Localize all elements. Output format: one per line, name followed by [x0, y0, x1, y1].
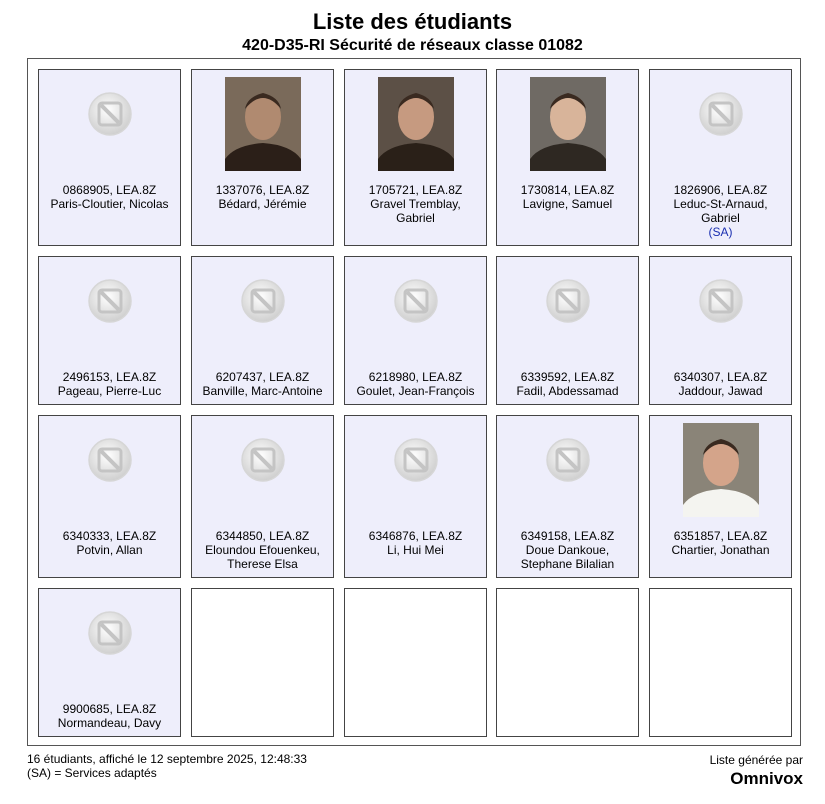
student-card: 6218980, LEA.8Z Goulet, Jean-François: [344, 256, 487, 405]
sa-legend: (SA) = Services adaptés: [27, 766, 157, 780]
student-card: 6339592, LEA.8Z Fadil, Abdessamad: [496, 256, 639, 405]
student-name: Jaddour, Jawad: [678, 384, 763, 398]
student-info: 6218980, LEA.8Z Goulet, Jean-François: [345, 370, 486, 398]
student-grid: 0868905, LEA.8Z Paris-Cloutier, Nicolas 13…: [27, 58, 801, 746]
student-info: 6349158, LEA.8Z Doue Dankoue, Stephane Bil…: [497, 529, 638, 571]
student-card: 9900685, LEA.8Z Normandeau, Davy: [38, 588, 181, 737]
student-name: Eloundou Efouenkeu,: [205, 543, 320, 557]
student-card: 6344850, LEA.8Z Eloundou Efouenkeu, Theres…: [191, 415, 334, 578]
student-id: 0868905, LEA.8Z: [62, 183, 157, 197]
no-photo-icon: [698, 91, 744, 137]
no-photo-icon: [240, 278, 286, 324]
student-card: 2496153, LEA.8Z Pageau, Pierre-Luc: [38, 256, 181, 405]
student-info: 1730814, LEA.8Z Lavigne, Samuel: [497, 183, 638, 211]
student-name: Potvin, Allan: [76, 543, 143, 557]
student-info: 6339592, LEA.8Z Fadil, Abdessamad: [497, 370, 638, 398]
student-info: 6346876, LEA.8Z Li, Hui Mei: [345, 529, 486, 557]
student-id: 6346876, LEA.8Z: [368, 529, 463, 543]
page-title: Liste des étudiants: [312, 9, 513, 34]
no-photo-icon: [545, 437, 591, 483]
student-name-cont: Stephane Bilalian: [520, 557, 615, 571]
student-photo: [683, 423, 759, 517]
student-info: 0868905, LEA.8Z Paris-Cloutier, Nicolas: [39, 183, 180, 211]
student-card: 1705721, LEA.8Z Gravel Tremblay, Gabriel: [344, 69, 487, 246]
student-name: Lavigne, Samuel: [522, 197, 613, 211]
student-id: 6349158, LEA.8Z: [520, 529, 615, 543]
student-id: 1730814, LEA.8Z: [520, 183, 615, 197]
student-count-text: 16 étudiants, affiché le 12 septembre 20…: [27, 752, 307, 766]
empty-card: [191, 588, 334, 737]
student-id: 6351857, LEA.8Z: [673, 529, 768, 543]
student-card: 6346876, LEA.8Z Li, Hui Mei: [344, 415, 487, 578]
student-card: 6349158, LEA.8Z Doue Dankoue, Stephane Bil…: [496, 415, 639, 578]
student-name-cont: Gabriel: [396, 211, 435, 225]
student-info: 6351857, LEA.8Z Chartier, Jonathan: [650, 529, 791, 557]
student-info: 1337076, LEA.8Z Bédard, Jérémie: [192, 183, 333, 211]
empty-card: [496, 588, 639, 737]
student-name: Banville, Marc-Antoine: [202, 384, 323, 398]
omnivox-brand: Omnivox: [730, 769, 803, 788]
student-name: Paris-Cloutier, Nicolas: [50, 197, 169, 211]
student-name: Leduc-St-Arnaud,: [673, 197, 768, 211]
student-id: 1826906, LEA.8Z: [673, 183, 768, 197]
student-id: 1337076, LEA.8Z: [215, 183, 310, 197]
no-photo-icon: [87, 91, 133, 137]
no-photo-icon: [87, 610, 133, 656]
student-id: 6207437, LEA.8Z: [215, 370, 310, 384]
student-info: 6340333, LEA.8Z Potvin, Allan: [39, 529, 180, 557]
student-name: Gravel Tremblay,: [370, 197, 461, 211]
student-name: Li, Hui Mei: [387, 543, 444, 557]
student-name: Bédard, Jérémie: [218, 197, 307, 211]
student-photo: [530, 77, 606, 171]
student-card: 1730814, LEA.8Z Lavigne, Samuel: [496, 69, 639, 246]
student-id: 6218980, LEA.8Z: [368, 370, 463, 384]
student-info: 2496153, LEA.8Z Pageau, Pierre-Luc: [39, 370, 180, 398]
student-id: 2496153, LEA.8Z: [62, 370, 157, 384]
student-id: 9900685, LEA.8Z: [62, 702, 157, 716]
generated-by-label: Liste générée par: [709, 753, 803, 767]
empty-card: [344, 588, 487, 737]
student-id: 6339592, LEA.8Z: [520, 370, 615, 384]
no-photo-icon: [698, 278, 744, 324]
no-photo-icon: [545, 278, 591, 324]
no-photo-icon: [240, 437, 286, 483]
student-card: 6340307, LEA.8Z Jaddour, Jawad: [649, 256, 792, 405]
footer-info: 16 étudiants, affiché le 12 septembre 20…: [27, 752, 307, 780]
student-id: 6340307, LEA.8Z: [673, 370, 768, 384]
course-subtitle: 420-D35-RI Sécurité de réseaux classe 01…: [242, 37, 583, 54]
student-name: Chartier, Jonathan: [671, 543, 770, 557]
student-id: 1705721, LEA.8Z: [368, 183, 463, 197]
student-card: 1337076, LEA.8Z Bédard, Jérémie: [191, 69, 334, 246]
empty-card: [649, 588, 792, 737]
student-photo: [378, 77, 454, 171]
sa-badge: (SA): [708, 225, 733, 239]
footer-credit: Liste générée par Omnivox: [710, 753, 803, 790]
student-name-cont: Therese Elsa: [227, 557, 298, 571]
student-info: 6207437, LEA.8Z Banville, Marc-Antoine: [192, 370, 333, 398]
student-id: 6344850, LEA.8Z: [215, 529, 310, 543]
no-photo-icon: [393, 437, 439, 483]
student-info: 6344850, LEA.8Z Eloundou Efouenkeu, Theres…: [192, 529, 333, 571]
student-info: 9900685, LEA.8Z Normandeau, Davy: [39, 702, 180, 730]
student-card: 6351857, LEA.8Z Chartier, Jonathan: [649, 415, 792, 578]
no-photo-icon: [87, 437, 133, 483]
student-id: 6340333, LEA.8Z: [62, 529, 157, 543]
student-card: 0868905, LEA.8Z Paris-Cloutier, Nicolas: [38, 69, 181, 246]
student-info: 1826906, LEA.8Z Leduc-St-Arnaud, Gabriel (S…: [650, 183, 791, 239]
student-card: 6207437, LEA.8Z Banville, Marc-Antoine: [191, 256, 334, 405]
student-name: Pageau, Pierre-Luc: [57, 384, 162, 398]
no-photo-icon: [393, 278, 439, 324]
student-info: 1705721, LEA.8Z Gravel Tremblay, Gabriel: [345, 183, 486, 225]
student-card: 1826906, LEA.8Z Leduc-St-Arnaud, Gabriel (S…: [649, 69, 792, 246]
student-name: Goulet, Jean-François: [356, 384, 475, 398]
student-name: Doue Dankoue,: [525, 543, 610, 557]
no-photo-icon: [87, 278, 133, 324]
student-info: 6340307, LEA.8Z Jaddour, Jawad: [650, 370, 791, 398]
student-name: Normandeau, Davy: [57, 716, 162, 730]
student-card: 6340333, LEA.8Z Potvin, Allan: [38, 415, 181, 578]
student-name-cont: Gabriel: [701, 211, 740, 225]
student-name: Fadil, Abdessamad: [516, 384, 619, 398]
student-photo: [225, 77, 301, 171]
